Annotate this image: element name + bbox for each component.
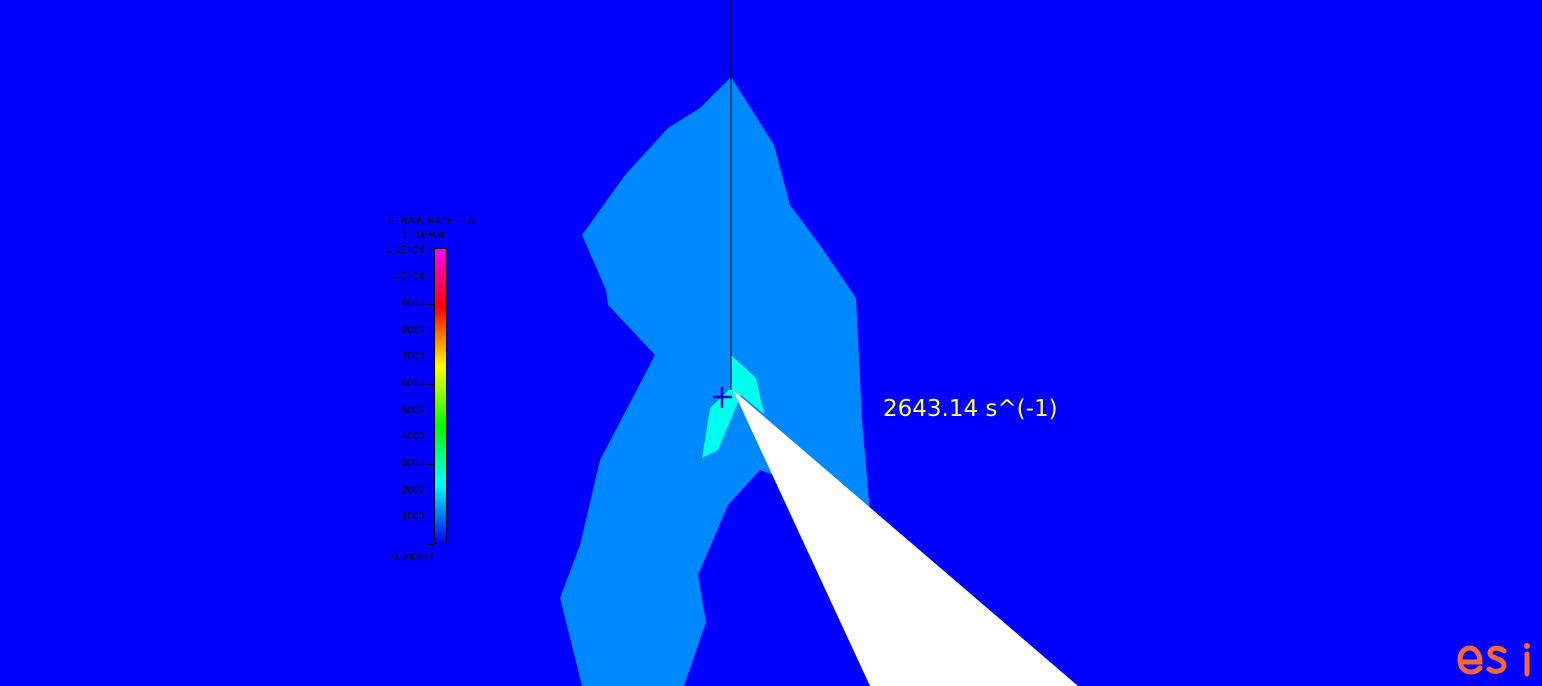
esi-logo-icon (1457, 643, 1530, 677)
legend-tick-label: 9000 (401, 298, 424, 309)
legend-title: STRAIN RATE - 1/s (388, 216, 476, 227)
strain-rate-legend: STRAIN RATE - 1/s 1.11E+04 1.1E+04 1E+04 9… (380, 214, 510, 574)
legend-tick-label: 5000 (401, 404, 424, 416)
legend-tick-mark (428, 464, 434, 465)
legend-tick-label: 2000 (401, 484, 424, 496)
legend-tick-mark (428, 357, 434, 359)
legend-tick-label: 0.000567 (392, 552, 434, 563)
legend-color-bar (434, 248, 447, 544)
legend-tick-label: 4000 (401, 431, 424, 443)
legend-tick-mark (428, 250, 434, 252)
probe-crosshair-icon[interactable] (713, 387, 732, 408)
legend-tick-label: 6000 (401, 378, 424, 389)
legend-tick-mark (428, 277, 434, 279)
legend-tick-mark (428, 330, 434, 332)
legend-tick-label: 8000 (401, 324, 424, 336)
legend-tick-mark (428, 304, 434, 305)
legend-tick-label: 7000 (401, 351, 424, 363)
probe-value-readout: 2643.14 s^(-1) (883, 396, 1058, 422)
legend-tick-mark (428, 490, 434, 492)
tool-wedge (733, 390, 1078, 686)
legend-tick-mark (428, 437, 434, 439)
legend-tick-label: 3000 (401, 458, 424, 469)
legend-tick-mark (428, 384, 434, 385)
legend-tick-label: 1E+04 (394, 271, 424, 283)
legend-max-label: 1.11E+04 (402, 230, 445, 241)
legend-tick-mark (428, 517, 434, 519)
legend-tick-mark (428, 544, 434, 545)
legend-tick-label: 1.1E+04 (386, 244, 424, 256)
peak-strain-region (702, 355, 764, 458)
legend-tick-mark (428, 410, 434, 412)
strain-band-region (560, 77, 870, 686)
legend-tick-label: 1000 (401, 511, 424, 523)
